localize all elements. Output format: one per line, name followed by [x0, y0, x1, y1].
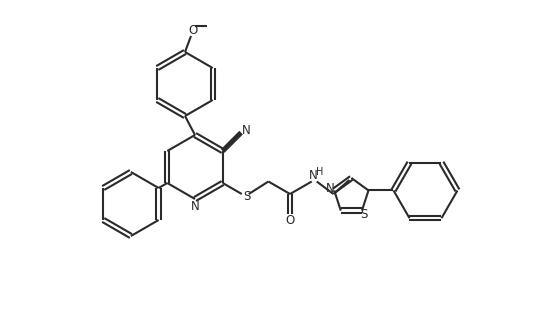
Text: N: N — [191, 200, 199, 212]
Text: N: N — [309, 169, 318, 182]
Text: S: S — [360, 208, 368, 221]
Text: N: N — [326, 182, 335, 195]
Text: N: N — [242, 124, 251, 137]
Text: S: S — [243, 190, 251, 203]
Text: H: H — [316, 167, 324, 177]
Text: O: O — [188, 24, 198, 37]
Text: O: O — [286, 213, 295, 226]
